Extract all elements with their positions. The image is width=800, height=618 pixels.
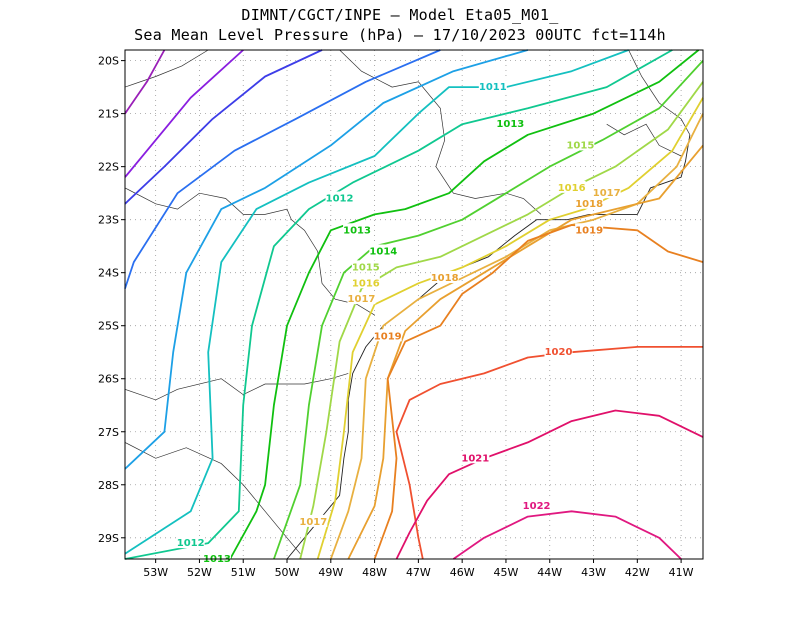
y-tick-label: 24S <box>98 267 119 280</box>
chart-title-line1: DIMNT/CGCT/INPE – Model Eta05_M01_ <box>241 6 559 24</box>
contour-label: 1021 <box>461 453 489 464</box>
contour-label-bg <box>575 223 604 236</box>
x-tick-label: 44W <box>537 566 562 579</box>
y-tick-label: 25S <box>98 320 119 333</box>
map-layer <box>124 49 691 560</box>
contour-label-bg <box>522 498 551 511</box>
contour-label: 1017 <box>348 294 376 305</box>
contour-label: 1014 <box>369 246 397 257</box>
plot-frame <box>124 49 704 560</box>
x-tick-label: 51W <box>231 566 256 579</box>
contour-label: 1016 <box>558 183 586 194</box>
contour-label: 1016 <box>352 278 380 289</box>
contour-label-bg <box>351 276 380 289</box>
y-tick-label: 22S <box>98 161 119 174</box>
contour-label: 1015 <box>566 140 594 151</box>
contour-label: 1013 <box>496 119 524 130</box>
contour-label: 1018 <box>575 199 603 210</box>
grid-layer <box>125 50 703 559</box>
x-tick-label: 46W <box>450 566 475 579</box>
x-tick-label: 50W <box>275 566 300 579</box>
contour-label-bg <box>496 117 525 130</box>
contour-label-bg <box>566 138 595 151</box>
x-tick-label: 53W <box>143 566 168 579</box>
y-tick-label: 29S <box>98 532 119 545</box>
contour-label: 1022 <box>523 501 551 512</box>
contour-label-bg <box>478 80 507 93</box>
contour-label: 1017 <box>299 517 327 528</box>
tick-layer: 53W 52W 51W 50W 49W 48W 47W 46W 45W 44W 43W 42W 41W 2… <box>98 55 694 579</box>
state-border <box>339 49 542 215</box>
label-layer: 1011 1012 1013 1013 1014 1015 1015 1016 1016 1017… <box>176 80 621 565</box>
state-border <box>124 187 375 316</box>
isobar-1012 <box>124 49 673 560</box>
chart-title-line2: Sea Mean Level Pressure (hPa) – 17/10/20… <box>134 26 666 44</box>
x-tick-label: 48W <box>362 566 387 579</box>
contour-label-bg <box>176 536 205 549</box>
isobar-1006 <box>124 49 166 115</box>
contour-label-bg <box>343 223 372 236</box>
contour-label: 1015 <box>352 262 380 273</box>
x-tick-label: 43W <box>581 566 606 579</box>
x-tick-label: 45W <box>494 566 519 579</box>
isobar-1019 <box>373 224 704 560</box>
y-tick-label: 26S <box>98 373 119 386</box>
x-tick-label: 42W <box>625 566 650 579</box>
isobar-1014 <box>273 59 704 560</box>
contour-label: 1017 <box>593 188 621 199</box>
contour-label-bg <box>325 191 354 204</box>
y-tick-label: 28S <box>98 479 119 492</box>
contour-label-bg <box>351 260 380 273</box>
y-tick-label: 27S <box>98 426 119 439</box>
contour-label: 1011 <box>479 82 507 93</box>
y-tick-label: 21S <box>98 108 119 121</box>
y-tick-label: 23S <box>98 214 119 227</box>
isobar-1020 <box>395 346 703 560</box>
contour-label-bg <box>430 270 459 283</box>
x-tick-label: 52W <box>187 566 212 579</box>
isobar-1015 <box>299 81 704 560</box>
contour-label-bg <box>373 329 402 342</box>
state-border <box>628 49 691 135</box>
isobar-1022 <box>452 510 682 560</box>
state-border <box>124 373 349 401</box>
contour-label: 1019 <box>374 331 402 342</box>
x-tick-label: 49W <box>318 566 343 579</box>
contour-label-bg <box>299 514 328 527</box>
isobar-1021 <box>395 409 704 560</box>
contour-label-bg <box>544 345 573 358</box>
contour-label: 1013 <box>343 225 371 236</box>
isobar-1008 <box>124 49 323 205</box>
contour-label-bg <box>369 244 398 257</box>
contour-label-bg <box>202 552 231 564</box>
contour-label-bg <box>557 180 586 193</box>
x-tick-label: 47W <box>406 566 431 579</box>
isobar-1013 <box>229 49 700 560</box>
isobar-1009 <box>124 49 441 289</box>
contour-label: 1020 <box>545 347 573 358</box>
isobar-1016 <box>316 97 704 560</box>
isobar-1018 <box>347 144 704 560</box>
isobar-1007 <box>124 49 244 178</box>
isobar-1011 <box>124 49 629 555</box>
contour-label: 1012 <box>326 193 354 204</box>
contour-label: 1018 <box>431 273 459 284</box>
isobar-1010 <box>124 49 529 470</box>
contour-label: 1012 <box>177 538 205 549</box>
y-tick-label: 20S <box>98 55 119 68</box>
state-border <box>124 49 209 88</box>
contour-layer <box>124 49 704 560</box>
contour-label-bg <box>575 196 604 209</box>
x-tick-label: 41W <box>669 566 694 579</box>
contour-label-bg <box>461 451 490 464</box>
state-border <box>606 123 682 157</box>
coastline <box>286 134 691 560</box>
contour-label-bg <box>592 186 621 199</box>
contour-label-bg <box>347 292 376 305</box>
contour-label: 1019 <box>575 225 603 236</box>
